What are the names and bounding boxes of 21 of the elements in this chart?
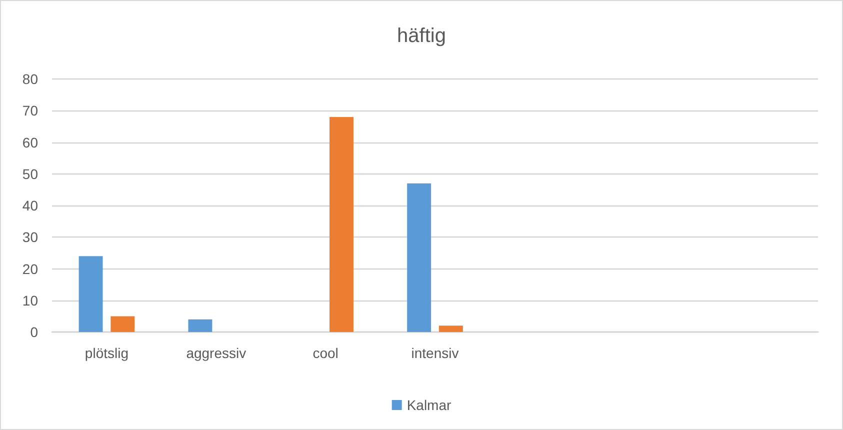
y-tick-label: 70 [22, 102, 38, 119]
x-tick-label: aggressiv [186, 345, 246, 361]
bar [110, 316, 135, 332]
y-tick-label: 60 [22, 134, 38, 150]
y-tick-label: 40 [22, 198, 38, 214]
y-tick-label: 10 [22, 292, 38, 308]
x-tick-label: cool [312, 345, 338, 361]
chart-title: häftig [397, 25, 446, 47]
bar [330, 116, 354, 332]
bar [188, 319, 212, 332]
y-tick-label: 30 [22, 229, 38, 246]
bar [407, 183, 432, 332]
x-tick-label: plötslig [84, 345, 129, 361]
x-tick-label: intensiv [411, 345, 459, 361]
bar [438, 326, 463, 332]
y-tick-label: 80 [22, 71, 38, 87]
bar [78, 256, 103, 332]
legend-label: Kalmar [406, 397, 452, 413]
y-tick-label: 0 [30, 324, 38, 340]
y-tick-label: 50 [22, 166, 38, 182]
y-tick-label: 20 [22, 260, 38, 277]
